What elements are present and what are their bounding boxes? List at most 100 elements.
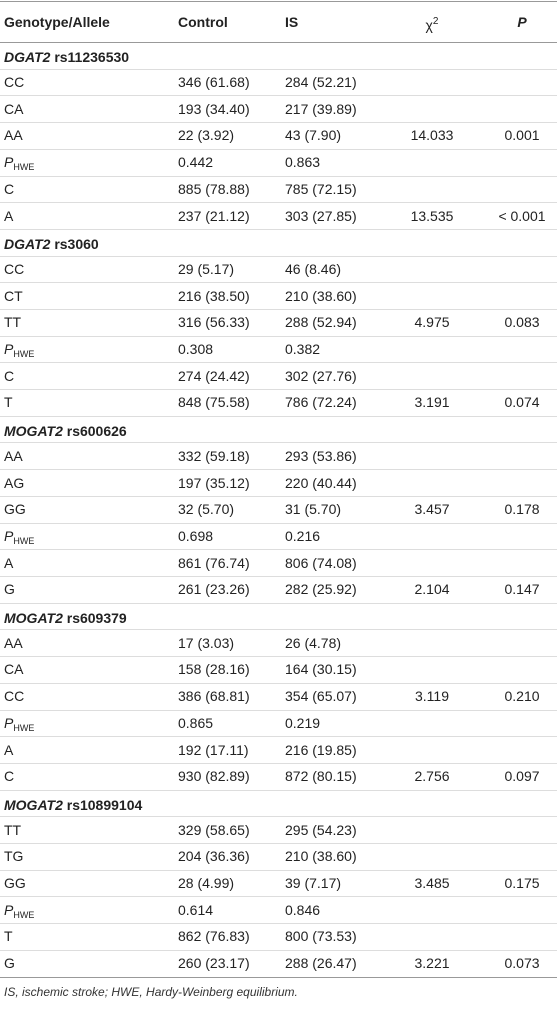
rule-line: [0, 176, 557, 177]
chi-cell: 3.457: [414, 501, 450, 518]
section-title: MOGAT2 rs10899104: [4, 796, 142, 814]
rule-line: [0, 122, 557, 123]
rule-line: [0, 95, 557, 96]
section-title: MOGAT2 rs609379: [4, 609, 127, 627]
p-cell: 0.210: [504, 688, 540, 705]
p-cell: 0.178: [504, 501, 540, 518]
row-label: TT: [4, 313, 21, 331]
snp-id: rs600626: [66, 423, 127, 440]
control-cell: 193 (34.40): [178, 100, 250, 117]
p-cell: 0.001: [504, 127, 540, 144]
chi-cell: 14.033: [410, 127, 454, 144]
label-text: TT: [4, 821, 22, 838]
label-text: AA: [4, 634, 23, 651]
is-cell: 282 (25.92): [285, 581, 357, 598]
rule-line: [0, 736, 557, 737]
is-cell: 288 (52.94): [285, 314, 357, 331]
row-label: CT: [4, 287, 23, 305]
label-sub: HWE: [13, 535, 35, 546]
control-cell: 329 (58.65): [178, 821, 250, 838]
rule-line: [0, 683, 557, 684]
is-cell: 210 (38.60): [285, 848, 357, 865]
row-label: CC: [4, 687, 24, 705]
control-cell: 0.308: [178, 341, 214, 358]
rule-line: [0, 442, 557, 443]
is-cell: 0.846: [285, 901, 321, 918]
p-cell: 0.074: [504, 394, 540, 411]
p-cell: 0.147: [504, 581, 540, 598]
label-text: AG: [4, 474, 25, 491]
is-cell: 164 (30.15): [285, 661, 357, 678]
is-cell: 217 (39.89): [285, 100, 357, 117]
control-cell: 885 (78.88): [178, 180, 250, 197]
is-cell: 284 (52.21): [285, 74, 357, 91]
header-text: P: [517, 14, 527, 30]
rule-line: [0, 229, 557, 230]
rule-line: [0, 896, 557, 897]
label-text: A: [4, 741, 14, 758]
row-label: PHWE: [4, 714, 34, 737]
control-cell: 28 (4.99): [178, 875, 235, 892]
rule-line: [0, 603, 557, 604]
control-cell: 0.865: [178, 714, 214, 731]
chi-cell: 3.191: [414, 394, 450, 411]
rule-line: [0, 816, 557, 817]
control-cell: 861 (76.74): [178, 554, 250, 571]
p-cell: 0.175: [504, 875, 540, 892]
control-cell: 274 (24.42): [178, 367, 250, 384]
is-cell: 293 (53.86): [285, 447, 357, 464]
section-title: MOGAT2 rs600626: [4, 422, 127, 440]
label-text: C: [4, 768, 15, 785]
row-label: AA: [4, 126, 23, 144]
control-cell: 386 (68.81): [178, 688, 250, 705]
gene-name: DGAT2: [4, 49, 51, 66]
p-cell: 0.083: [504, 314, 540, 331]
header-sup: 2: [432, 16, 439, 27]
rule-line: [0, 950, 557, 951]
rule-line: [0, 843, 557, 844]
header-text: χ: [425, 17, 433, 33]
rule-line: [0, 923, 557, 924]
rule-line: [0, 389, 557, 390]
row-label: PHWE: [4, 153, 34, 176]
rule-line: [0, 416, 557, 417]
header-text: Genotype/Allele: [4, 14, 110, 30]
row-label: C: [4, 367, 14, 385]
label-text: TG: [4, 848, 24, 865]
control-cell: 32 (5.70): [178, 501, 235, 518]
is-cell: 785 (72.15): [285, 180, 357, 197]
control-cell: 346 (61.68): [178, 74, 250, 91]
label-text: GG: [4, 875, 26, 892]
rule-line: [0, 710, 557, 711]
rule-line: [0, 469, 557, 470]
section-title: DGAT2 rs11236530: [4, 48, 129, 66]
row-label: PHWE: [4, 340, 34, 363]
row-label: G: [4, 954, 15, 972]
rule-line: [0, 629, 557, 630]
header-text: Control: [178, 14, 228, 30]
rule-line: [0, 576, 557, 577]
is-cell: 43 (7.90): [285, 127, 342, 144]
chi-cell: 4.975: [414, 314, 450, 331]
rule-line: [0, 42, 557, 43]
chi-cell: 13.535: [410, 207, 454, 224]
rule-line: [0, 202, 557, 203]
rule-line: [0, 282, 557, 283]
control-cell: 237 (21.12): [178, 207, 250, 224]
row-label: CC: [4, 260, 24, 278]
rule-line: [0, 656, 557, 657]
label-sub: HWE: [13, 722, 35, 733]
rule-line: [0, 523, 557, 524]
is-cell: 0.216: [285, 527, 321, 544]
gene-name: DGAT2: [4, 236, 51, 253]
chi-cell: 3.221: [414, 955, 450, 972]
control-cell: 158 (28.16): [178, 661, 250, 678]
row-label: C: [4, 767, 14, 785]
row-label: G: [4, 580, 15, 598]
row-label: T: [4, 927, 13, 945]
rule-line: [0, 977, 557, 978]
label-sub: HWE: [13, 349, 35, 360]
header-cell: Genotype/Allele: [4, 13, 110, 31]
p-cell: 0.073: [504, 955, 540, 972]
